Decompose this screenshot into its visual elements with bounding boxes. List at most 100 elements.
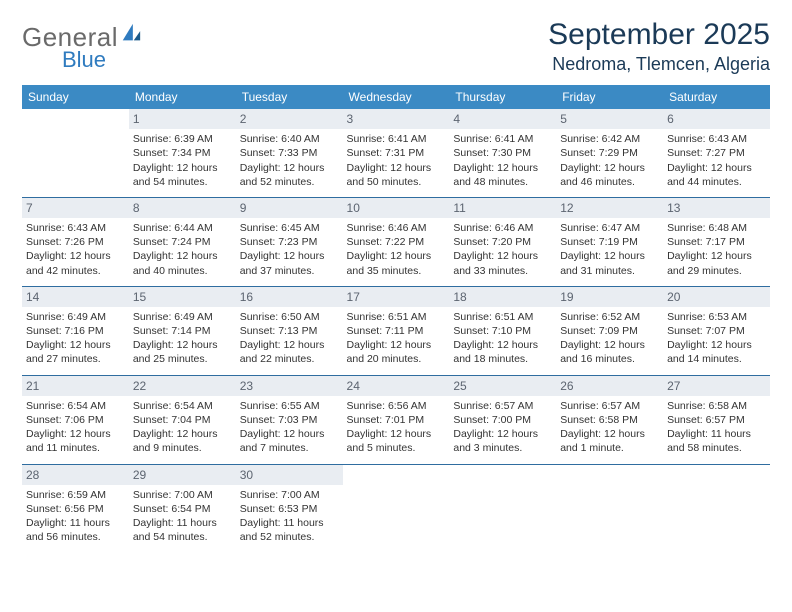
calendar-cell: 6 Sunrise: 6:43 AMSunset: 7:27 PMDaylight… xyxy=(663,109,770,197)
calendar-cell: 28 Sunrise: 6:59 AMSunset: 6:56 PMDayligh… xyxy=(22,464,129,552)
day-details: Sunrise: 6:54 AMSunset: 7:06 PMDaylight:… xyxy=(26,399,125,456)
location: Nedroma, Tlemcen, Algeria xyxy=(548,54,770,75)
calendar-cell xyxy=(663,464,770,552)
calendar-cell: 20 Sunrise: 6:53 AMSunset: 7:07 PMDayligh… xyxy=(663,286,770,375)
calendar-cell: 4 Sunrise: 6:41 AMSunset: 7:30 PMDaylight… xyxy=(449,109,556,197)
day-number: 11 xyxy=(449,198,556,218)
calendar-cell: 15 Sunrise: 6:49 AMSunset: 7:14 PMDayligh… xyxy=(129,286,236,375)
calendar-cell xyxy=(22,109,129,197)
sail-icon xyxy=(120,22,142,44)
day-details: Sunrise: 6:57 AMSunset: 6:58 PMDaylight:… xyxy=(560,399,659,456)
calendar-cell: 13 Sunrise: 6:48 AMSunset: 7:17 PMDayligh… xyxy=(663,197,770,286)
day-number: 15 xyxy=(129,287,236,307)
calendar-cell: 22 Sunrise: 6:54 AMSunset: 7:04 PMDayligh… xyxy=(129,375,236,464)
day-number: 30 xyxy=(236,465,343,485)
day-number: 25 xyxy=(449,376,556,396)
day-number: 29 xyxy=(129,465,236,485)
day-number: 26 xyxy=(556,376,663,396)
calendar-cell: 29 Sunrise: 7:00 AMSunset: 6:54 PMDayligh… xyxy=(129,464,236,552)
calendar-cell: 30 Sunrise: 7:00 AMSunset: 6:53 PMDayligh… xyxy=(236,464,343,552)
calendar-cell: 9 Sunrise: 6:45 AMSunset: 7:23 PMDaylight… xyxy=(236,197,343,286)
calendar-cell: 11 Sunrise: 6:46 AMSunset: 7:20 PMDayligh… xyxy=(449,197,556,286)
day-details: Sunrise: 6:42 AMSunset: 7:29 PMDaylight:… xyxy=(560,132,659,189)
day-details: Sunrise: 7:00 AMSunset: 6:54 PMDaylight:… xyxy=(133,488,232,545)
calendar-cell: 27Sunrise: 6:58 AMSunset: 6:57 PMDayligh… xyxy=(663,375,770,464)
day-number: 2 xyxy=(236,109,343,129)
day-number: 1 xyxy=(129,109,236,129)
day-details: Sunrise: 6:47 AMSunset: 7:19 PMDaylight:… xyxy=(560,221,659,278)
day-number: 8 xyxy=(129,198,236,218)
day-number: 13 xyxy=(663,198,770,218)
calendar-cell: 18 Sunrise: 6:51 AMSunset: 7:10 PMDayligh… xyxy=(449,286,556,375)
weekday-header: Sunday xyxy=(22,85,129,109)
day-number: 9 xyxy=(236,198,343,218)
calendar-cell xyxy=(449,464,556,552)
day-details: Sunrise: 7:00 AMSunset: 6:53 PMDaylight:… xyxy=(240,488,339,545)
weekday-header: Thursday xyxy=(449,85,556,109)
logo-text-block: General Blue xyxy=(22,22,118,73)
day-details: Sunrise: 6:53 AMSunset: 7:07 PMDaylight:… xyxy=(667,310,766,367)
day-details: Sunrise: 6:55 AMSunset: 7:03 PMDaylight:… xyxy=(240,399,339,456)
calendar-cell xyxy=(556,464,663,552)
day-details: Sunrise: 6:48 AMSunset: 7:17 PMDaylight:… xyxy=(667,221,766,278)
day-details: Sunrise: 6:50 AMSunset: 7:13 PMDaylight:… xyxy=(240,310,339,367)
day-details: Sunrise: 6:44 AMSunset: 7:24 PMDaylight:… xyxy=(133,221,232,278)
day-details: Sunrise: 6:43 AMSunset: 7:27 PMDaylight:… xyxy=(667,132,766,189)
calendar-cell: 23 Sunrise: 6:55 AMSunset: 7:03 PMDayligh… xyxy=(236,375,343,464)
day-number: 6 xyxy=(663,109,770,129)
month-title: September 2025 xyxy=(548,18,770,52)
day-details: Sunrise: 6:59 AMSunset: 6:56 PMDaylight:… xyxy=(26,488,125,545)
day-details: Sunrise: 6:41 AMSunset: 7:30 PMDaylight:… xyxy=(453,132,552,189)
day-details: Sunrise: 6:51 AMSunset: 7:11 PMDaylight:… xyxy=(347,310,446,367)
day-details: Sunrise: 6:49 AMSunset: 7:16 PMDaylight:… xyxy=(26,310,125,367)
day-details: Sunrise: 6:39 AMSunset: 7:34 PMDaylight:… xyxy=(133,132,232,189)
day-details: Sunrise: 6:46 AMSunset: 7:22 PMDaylight:… xyxy=(347,221,446,278)
day-number: 4 xyxy=(449,109,556,129)
day-details: Sunrise: 6:41 AMSunset: 7:31 PMDaylight:… xyxy=(347,132,446,189)
day-number: 7 xyxy=(22,198,129,218)
day-details: Sunrise: 6:52 AMSunset: 7:09 PMDaylight:… xyxy=(560,310,659,367)
day-number: 16 xyxy=(236,287,343,307)
day-number: 18 xyxy=(449,287,556,307)
day-number: 10 xyxy=(343,198,450,218)
calendar-cell: 17Sunrise: 6:51 AMSunset: 7:11 PMDayligh… xyxy=(343,286,450,375)
calendar-cell: 24 Sunrise: 6:56 AMSunset: 7:01 PMDayligh… xyxy=(343,375,450,464)
calendar-cell: 8 Sunrise: 6:44 AMSunset: 7:24 PMDaylight… xyxy=(129,197,236,286)
day-details: Sunrise: 6:45 AMSunset: 7:23 PMDaylight:… xyxy=(240,221,339,278)
calendar-cell: 7 Sunrise: 6:43 AMSunset: 7:26 PMDaylight… xyxy=(22,197,129,286)
day-number: 12 xyxy=(556,198,663,218)
day-number: 21 xyxy=(22,376,129,396)
day-number: 5 xyxy=(556,109,663,129)
calendar-cell: 16 Sunrise: 6:50 AMSunset: 7:13 PMDayligh… xyxy=(236,286,343,375)
weekday-header: Tuesday xyxy=(236,85,343,109)
day-details: Sunrise: 6:49 AMSunset: 7:14 PMDaylight:… xyxy=(133,310,232,367)
weekday-header: Friday xyxy=(556,85,663,109)
day-details: Sunrise: 6:46 AMSunset: 7:20 PMDaylight:… xyxy=(453,221,552,278)
weekday-header: Wednesday xyxy=(343,85,450,109)
day-number: 24 xyxy=(343,376,450,396)
calendar-cell: 14 Sunrise: 6:49 AMSunset: 7:16 PMDayligh… xyxy=(22,286,129,375)
day-details: Sunrise: 6:54 AMSunset: 7:04 PMDaylight:… xyxy=(133,399,232,456)
day-number: 19 xyxy=(556,287,663,307)
day-details: Sunrise: 6:56 AMSunset: 7:01 PMDaylight:… xyxy=(347,399,446,456)
day-details: Sunrise: 6:40 AMSunset: 7:33 PMDaylight:… xyxy=(240,132,339,189)
day-number: 22 xyxy=(129,376,236,396)
day-details: Sunrise: 6:51 AMSunset: 7:10 PMDaylight:… xyxy=(453,310,552,367)
day-details: Sunrise: 6:57 AMSunset: 7:00 PMDaylight:… xyxy=(453,399,552,456)
calendar-cell: 5 Sunrise: 6:42 AMSunset: 7:29 PMDaylight… xyxy=(556,109,663,197)
weekday-header: Saturday xyxy=(663,85,770,109)
calendar-cell: 10 Sunrise: 6:46 AMSunset: 7:22 PMDayligh… xyxy=(343,197,450,286)
logo: General Blue xyxy=(22,18,142,73)
day-number: 20 xyxy=(663,287,770,307)
calendar-table: SundayMondayTuesdayWednesdayThursdayFrid… xyxy=(22,85,770,552)
day-details: Sunrise: 6:43 AMSunset: 7:26 PMDaylight:… xyxy=(26,221,125,278)
day-number: 14 xyxy=(22,287,129,307)
day-number: 28 xyxy=(22,465,129,485)
calendar-cell: 2 Sunrise: 6:40 AMSunset: 7:33 PMDaylight… xyxy=(236,109,343,197)
calendar-cell: 12 Sunrise: 6:47 AMSunset: 7:19 PMDayligh… xyxy=(556,197,663,286)
day-number: 23 xyxy=(236,376,343,396)
calendar-cell: 26 Sunrise: 6:57 AMSunset: 6:58 PMDayligh… xyxy=(556,375,663,464)
day-details: Sunrise: 6:58 AMSunset: 6:57 PMDaylight:… xyxy=(667,399,766,456)
calendar-cell xyxy=(343,464,450,552)
calendar-cell: 19 Sunrise: 6:52 AMSunset: 7:09 PMDayligh… xyxy=(556,286,663,375)
